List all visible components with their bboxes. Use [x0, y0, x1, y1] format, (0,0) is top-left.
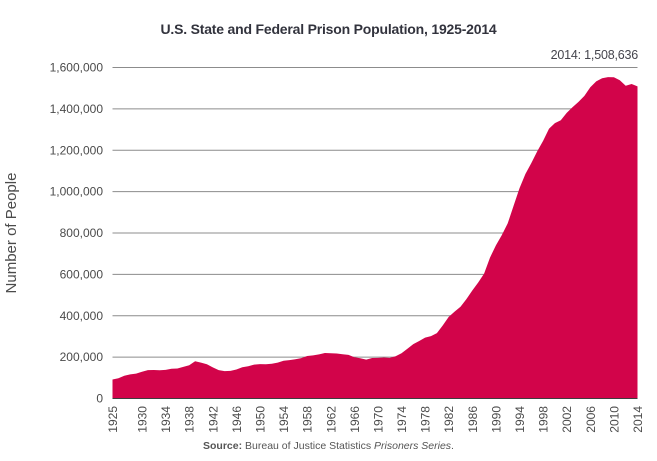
x-tick-label: 1962 [324, 406, 338, 433]
x-tick-label: 1934 [159, 406, 173, 433]
y-tick-label: 1,600,000 [50, 61, 104, 75]
y-tick-label: 0 [96, 392, 103, 406]
x-tick-label: 2014 [631, 406, 645, 433]
source-prefix: Source: [203, 440, 243, 452]
x-tick-label: 1994 [513, 406, 527, 433]
x-tick-label: 1986 [466, 406, 480, 433]
y-tick-label: 1,400,000 [50, 102, 104, 116]
x-tick-label: 1982 [442, 406, 456, 433]
x-tick-label: 1990 [489, 406, 503, 433]
x-tick-label: 1970 [371, 406, 385, 433]
x-tick-label: 1966 [348, 406, 362, 433]
x-tick-label: 1925 [106, 406, 120, 433]
source-suffix: . [451, 440, 454, 452]
area-series [112, 77, 638, 399]
x-tick-label: 1998 [537, 406, 551, 433]
y-tick-label: 1,200,000 [50, 143, 104, 157]
x-tick-label: 2002 [560, 406, 574, 433]
x-tick-label: 1978 [419, 406, 433, 433]
axis-tick-layer: 0 200,000 400,000 600,000 800,000 1,000,000 1,… [50, 61, 645, 433]
x-tick-label: 1930 [135, 406, 149, 433]
x-tick-label: 1942 [206, 406, 220, 433]
final-value-annotation: 2014: 1,508,636 [550, 48, 639, 62]
y-tick-label: 800,000 [60, 226, 104, 240]
y-tick-label: 400,000 [60, 309, 104, 323]
x-tick-label: 2006 [584, 406, 598, 433]
x-tick-label: 1954 [277, 406, 291, 433]
y-axis-title: Number of People [3, 173, 20, 294]
chart-title: U.S. State and Federal Prison Population… [160, 21, 497, 37]
x-tick-label: 1974 [395, 406, 409, 433]
source-body: Bureau of Justice Statistics [245, 440, 372, 452]
x-tick-label: 1950 [253, 406, 267, 433]
area-series-layer [112, 77, 638, 399]
y-tick-label: 600,000 [60, 267, 104, 281]
x-tick-label: 1938 [183, 406, 197, 433]
x-tick-label: 2010 [607, 406, 621, 433]
y-tick-label: 200,000 [60, 350, 104, 364]
x-tick-label: 1946 [230, 406, 244, 433]
y-tick-label: 1,000,000 [50, 185, 104, 199]
source-series-name: Prisoners Series [374, 440, 452, 452]
x-tick-label: 1958 [301, 406, 315, 433]
source-note: Source: Bureau of Justice Statistics Pri… [0, 440, 657, 452]
